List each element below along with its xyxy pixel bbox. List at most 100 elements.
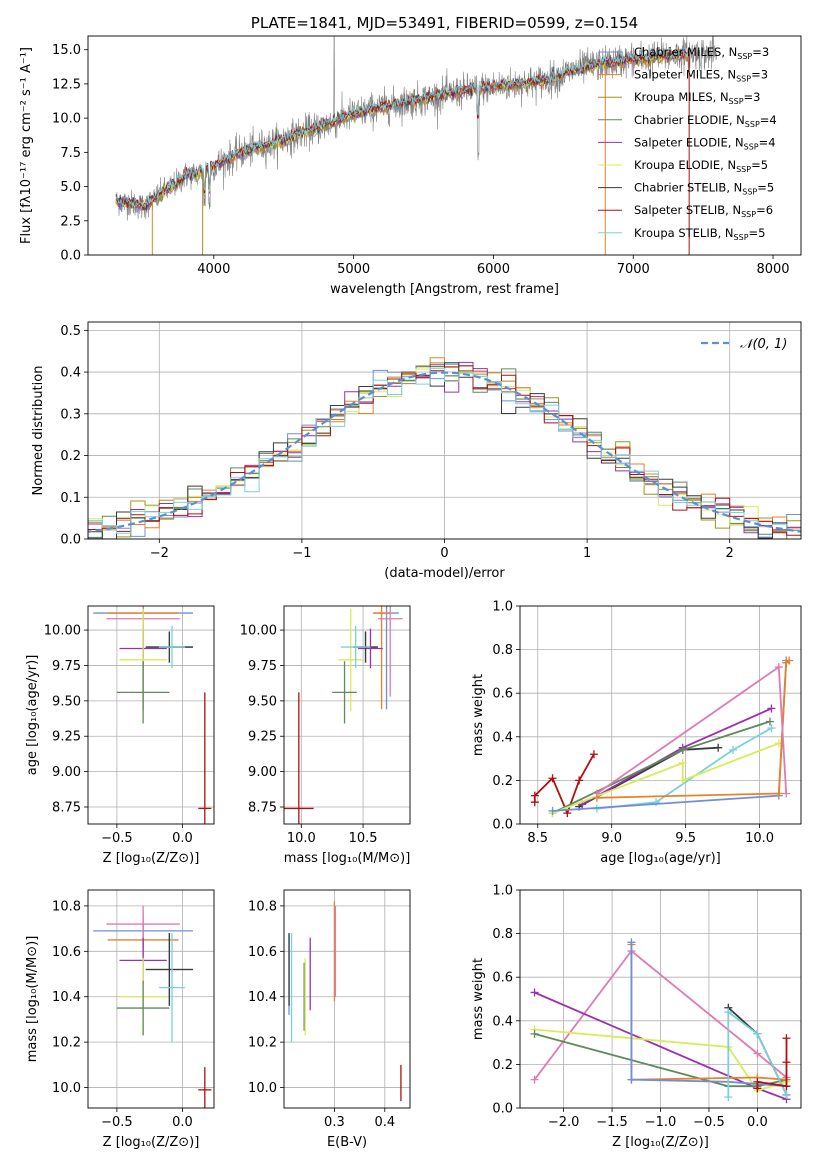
weight-series	[530, 750, 598, 818]
chart-title: PLATE=1841, MJD=53491, FIBERID=0599, z=0…	[251, 14, 638, 32]
model-spectrum-line	[115, 50, 690, 212]
y-axis-label: mass weight	[471, 958, 486, 1040]
residual-histogram	[88, 361, 801, 534]
model-spectrum-line	[115, 52, 690, 211]
weight-marker	[782, 1034, 791, 1043]
x-tick-label: 4000	[197, 262, 230, 277]
legend-entry: Chabrier STELIB, NSSP=5	[634, 181, 774, 197]
y-axis-label: mass [log₁₀(M/M⊙)]	[25, 936, 40, 1063]
y-tick-label: 0.4	[60, 366, 81, 381]
x-tick-label: −0.5	[101, 1115, 133, 1130]
y-tick-label: 10.4	[248, 990, 277, 1005]
y-tick-label: 9.75	[248, 659, 277, 674]
errorbar-point	[145, 933, 193, 1006]
y-tick-label: 12.5	[52, 77, 81, 92]
chart-mass-vs-ebv: 0.3 0.4 10.0 10.2 10.4 10.6 10.8 E(B-V)	[248, 889, 411, 1150]
y-tick-label: 10.8	[52, 899, 81, 914]
y-tick-label: 1.0	[492, 600, 513, 615]
weight-marker	[627, 1075, 636, 1084]
weight-series-line	[552, 742, 780, 814]
legend-entry: Kroupa ELODIE, NSSP=5	[634, 158, 768, 174]
weight-marker	[678, 745, 687, 754]
axes-frame	[87, 889, 215, 1109]
y-tick-label: 10.00	[44, 624, 81, 639]
y-tick-label: 0.0	[60, 533, 81, 548]
weight-marker	[782, 1058, 791, 1067]
y-tick-label: 7.5	[60, 146, 81, 161]
weight-marker	[530, 1075, 539, 1084]
x-tick-label: 0.0	[172, 831, 193, 846]
plot-area-age-vs-Z	[88, 606, 214, 824]
residual-histogram	[88, 362, 801, 539]
axes-frame	[87, 605, 215, 825]
weight-marker	[714, 743, 723, 752]
y-tick-label: 10.6	[248, 945, 277, 960]
errorbar-point	[106, 905, 180, 943]
x-tick-label: 9.0	[601, 831, 622, 846]
chart-weight-vs-Z: −2.0 −1.5 −1.0 −0.5 0.0 0.0 0.2 0.4 0.6 0.8 1.0 Z […	[471, 884, 802, 1150]
y-tick-label: 9.50	[248, 694, 277, 709]
weight-marker	[724, 1093, 733, 1102]
x-tick-label: 8000	[756, 262, 789, 277]
weight-series	[592, 724, 776, 813]
weight-marker	[782, 789, 791, 798]
weight-marker	[774, 789, 783, 798]
errorbar-point	[284, 692, 314, 824]
errorbar-point	[332, 661, 357, 724]
legend-entry: Kroupa STELIB, NSSP=5	[634, 226, 765, 242]
y-tick-label: 0.4	[492, 1014, 513, 1029]
x-tick-label: −2.0	[548, 1115, 580, 1130]
residual-histogram	[88, 367, 801, 539]
errorbar-point	[116, 980, 170, 1036]
chart-age-vs-Z: −0.5 0.0 8.75 9.00 9.25 9.50 9.75 10.00 Z [log₁₀…	[25, 605, 215, 866]
weight-marker	[530, 1029, 539, 1038]
y-tick-label: 0.6	[492, 687, 513, 702]
y-tick-label: 10.6	[52, 945, 81, 960]
weight-series	[592, 663, 791, 798]
y-tick-label: 0.1	[60, 491, 81, 506]
legend-entry: Salpeter MILES, NSSP=3	[634, 68, 768, 84]
axes-frame	[519, 605, 802, 825]
weight-marker	[592, 789, 601, 798]
weight-marker	[589, 750, 598, 759]
plot-area-weight-vs-Z	[520, 890, 801, 1108]
plot-area-weight-vs-age	[520, 606, 801, 824]
weight-series-line	[596, 665, 788, 795]
x-tick-label: −1	[292, 546, 311, 561]
x-tick-label: 10.5	[349, 831, 378, 846]
weight-marker	[548, 806, 557, 815]
errorbar-point	[372, 606, 391, 710]
y-tick-label: 0.8	[492, 927, 513, 942]
weight-marker	[774, 663, 783, 672]
legend-entry: Chabrier MILES, NSSP=3	[634, 45, 769, 61]
y-tick-label: 0.2	[492, 1058, 513, 1073]
x-tick-label: −1.0	[645, 1115, 677, 1130]
weight-series	[724, 1008, 791, 1102]
x-tick-label: −2	[150, 546, 169, 561]
y-tick-label: 8.75	[248, 801, 277, 816]
chart-spectrum: 4000 5000 6000 7000 8000 0.0 2.5 5.0 7.5 10.0 12.5…	[19, 14, 802, 297]
y-tick-label: 10.0	[248, 1081, 277, 1096]
y-tick-label: 0.0	[492, 818, 513, 833]
x-tick-label: −1.5	[596, 1115, 628, 1130]
x-tick-label: 1	[583, 546, 591, 561]
plot-area-age-vs-mass	[284, 606, 410, 824]
y-tick-label: 10.8	[248, 899, 277, 914]
errorbar-point	[358, 628, 383, 669]
y-tick-label: 9.25	[248, 730, 277, 745]
y-tick-label: 9.00	[248, 765, 277, 780]
weight-marker	[652, 798, 661, 807]
weight-marker	[782, 1090, 791, 1099]
residual-histogram	[88, 362, 801, 538]
legend-entry: Chabrier ELODIE, NSSP=4	[634, 113, 777, 129]
y-tick-label: 10.0	[52, 112, 81, 127]
weight-marker	[627, 938, 636, 947]
weight-series-line	[727, 1010, 788, 1098]
weight-marker	[728, 745, 737, 754]
x-tick-label: −0.5	[693, 1115, 725, 1130]
y-axis-label: age [log₁₀(age/yr)]	[25, 655, 40, 776]
x-tick-label: 10.0	[745, 831, 774, 846]
weight-marker	[678, 758, 687, 767]
x-tick-label: 5000	[337, 262, 370, 277]
x-axis-label: Z [log₁₀(Z/Z⊙)]	[103, 851, 200, 866]
